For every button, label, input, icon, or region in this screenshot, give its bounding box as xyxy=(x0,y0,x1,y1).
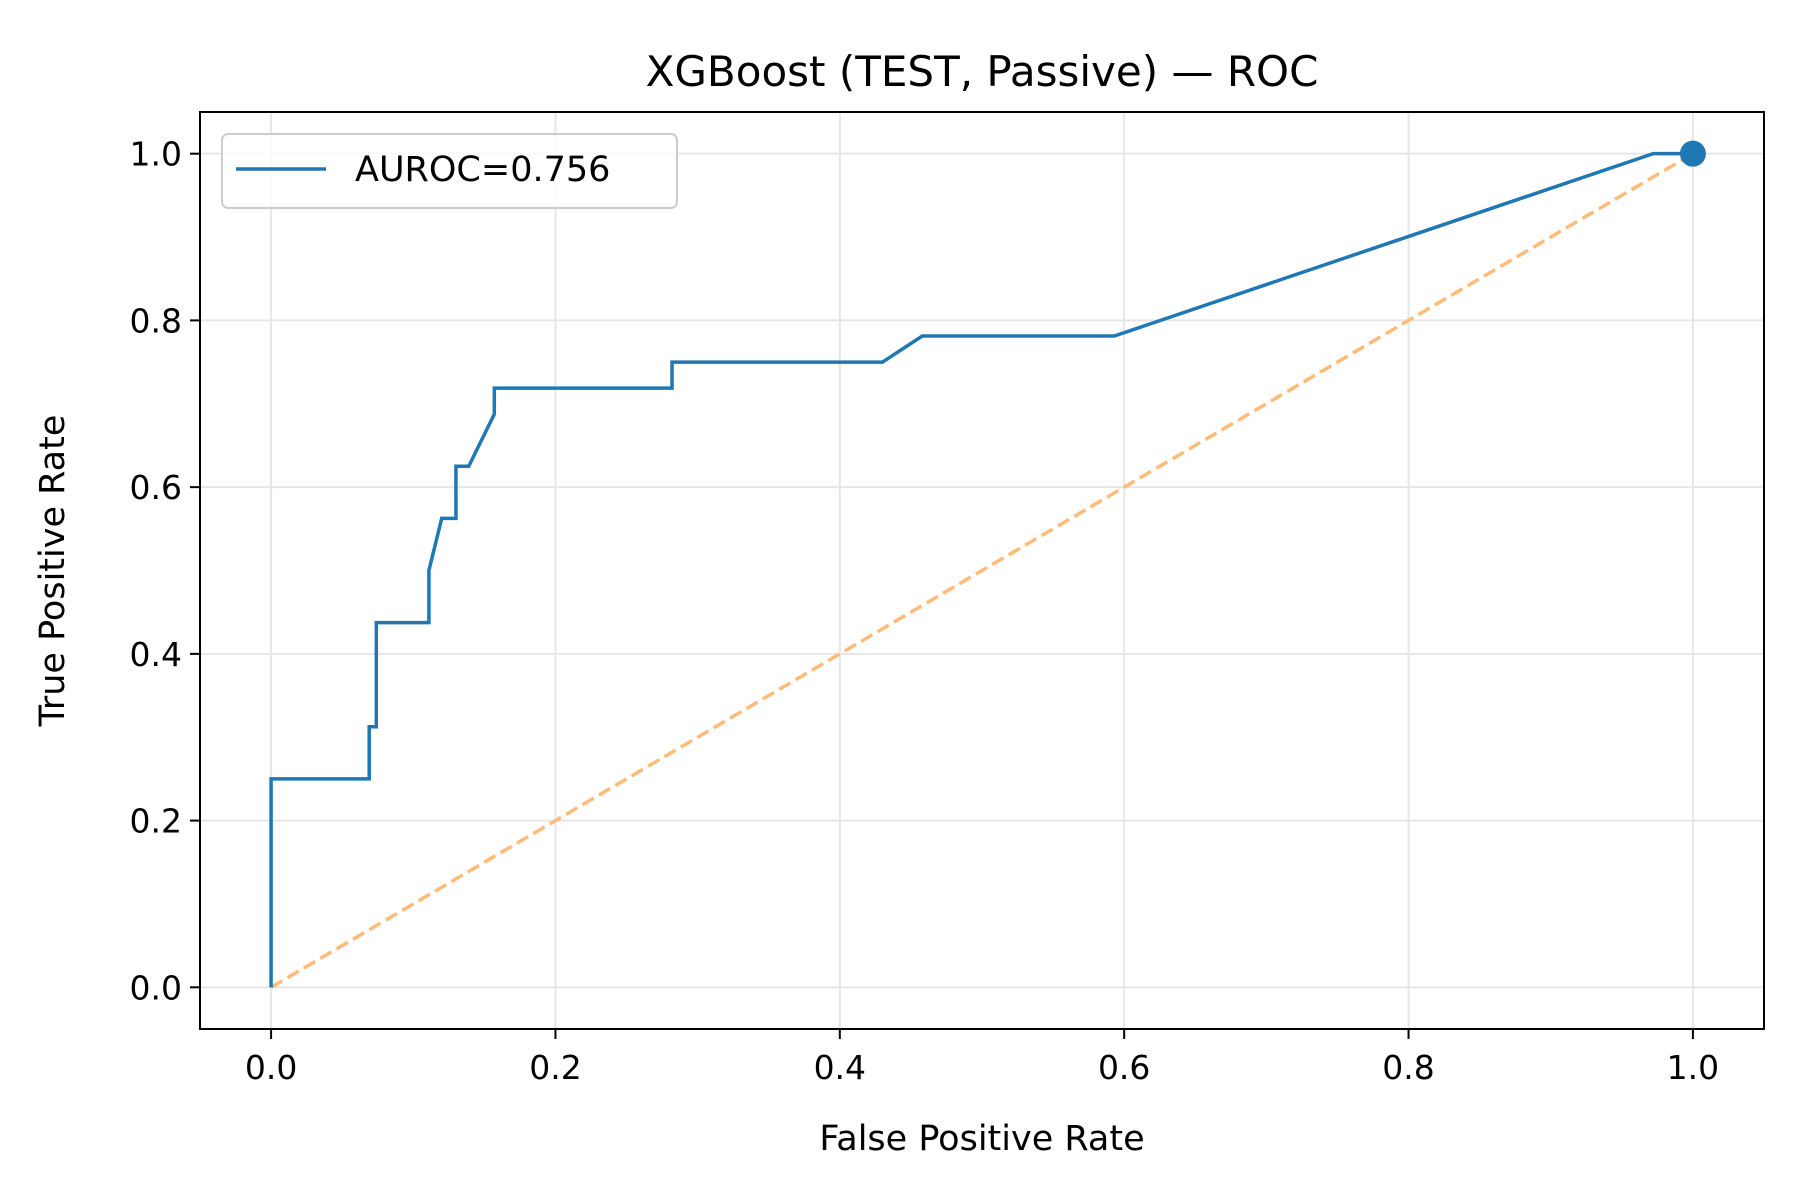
x-tick-label-0: 0.0 xyxy=(245,1048,297,1087)
y-tick-label-3: 0.6 xyxy=(130,468,182,507)
y-axis-label: True Positive Rate xyxy=(33,415,73,728)
chart-title: XGBoost (TEST, Passive) — ROC xyxy=(646,47,1319,96)
y-tick-label-4: 0.8 xyxy=(130,301,182,340)
legend-box xyxy=(221,133,678,209)
plot-series xyxy=(269,140,1706,989)
axes-frame xyxy=(199,111,1765,1030)
axis-ticks: 0.0 0.2 0.4 0.6 0.8 1.0 0.0 0.2 0.4 0.6 0.8 1.0 xyxy=(130,135,1720,1087)
x-tick-label-2: 0.4 xyxy=(814,1048,866,1087)
x-tick-label-3: 0.6 xyxy=(1098,1048,1150,1087)
y-tick-label-5: 1.0 xyxy=(130,135,182,174)
x-tick-label-4: 0.8 xyxy=(1382,1048,1434,1087)
legend-entry-label: AUROC=0.756 xyxy=(355,150,610,190)
x-tick-label-5: 1.0 xyxy=(1667,1048,1719,1087)
y-tick-label-1: 0.2 xyxy=(130,802,182,841)
chance-diagonal-line xyxy=(270,152,1694,989)
y-tick-label-2: 0.4 xyxy=(130,635,182,674)
x-axis-label: False Positive Rate xyxy=(819,1119,1144,1159)
roc-curve-line xyxy=(269,151,1693,988)
endpoint-marker xyxy=(1679,140,1706,167)
grid xyxy=(200,112,1764,1029)
y-tick-label-0: 0.0 xyxy=(130,968,182,1007)
legend: AUROC=0.756 xyxy=(221,133,678,209)
x-tick-label-1: 0.2 xyxy=(529,1048,581,1087)
